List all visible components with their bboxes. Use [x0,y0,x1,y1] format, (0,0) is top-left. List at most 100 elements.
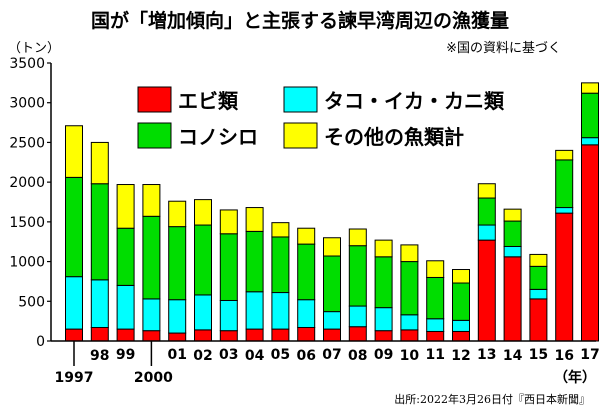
bar-segment [245,230,264,293]
bar-segment [271,236,290,294]
bar-segment [581,82,599,94]
y-tick-label: 500 [18,294,45,310]
bar-segment [400,261,419,316]
bar-segment [374,256,393,309]
y-tick-label: 2000 [9,175,45,191]
bar-segment [65,276,83,330]
bar-segment [142,184,161,217]
bar-segment [452,282,470,321]
x-tick-label: 01 [167,347,186,363]
legend-label: コノシロ [178,125,258,149]
y-tick-label: 2500 [9,135,45,151]
bar-segment [477,224,496,241]
bar-segment [400,244,419,263]
x-tick-label: 02 [193,348,212,364]
bar-segment [271,222,290,238]
bar-segment [323,311,341,330]
bar-segment [168,332,187,342]
bar-segment [65,176,83,278]
bar-segment [529,253,548,267]
y-tick-label: 1500 [9,215,45,231]
bar-segment [271,328,290,342]
legend-swatch [283,122,318,149]
y-tick-label: 3500 [9,56,45,72]
legend-swatch [283,86,318,113]
x-tick-label: 05 [271,347,290,363]
bar-segment [477,239,496,342]
bar-segment [168,226,187,301]
legend-label: エビ類 [178,89,239,113]
y-tick-label: 3000 [9,96,45,112]
bar-segment [142,215,161,300]
bar-segment [503,256,522,342]
bar-segment [452,330,470,342]
bar-segment [271,292,290,330]
x-tick-label: 08 [348,348,367,364]
x-tick-label: 03 [219,347,238,363]
bars-group [65,82,599,342]
bar-segment [503,245,522,258]
bar-segment [503,220,522,247]
bar-segment [426,276,445,320]
bar-segment [116,328,135,342]
x-tick-label: 14 [503,348,523,364]
source-note: 出所:2022年3月26日付『西日本新聞』 [394,392,590,406]
bar-segment [348,228,367,247]
bar-segment [116,284,135,330]
bar-segment [503,208,522,222]
y-tick-label: 1000 [9,255,45,271]
x-tick-label: 07 [322,347,341,363]
bar-segment [65,328,83,342]
x-tick-label: 12 [451,348,470,364]
bar-segment [297,227,316,245]
bar-segment [555,207,574,214]
bar-segment [194,294,212,331]
bar-segment [477,183,496,199]
bar-segment [90,326,109,342]
bar-segment [452,269,470,284]
bar-segment [219,209,238,235]
bar-segment [297,326,316,342]
bar-segment [245,328,264,342]
bar-segment [555,159,574,209]
bar-segment [90,183,109,281]
bar-segment [297,243,316,301]
bar-segment [168,200,187,228]
bar-segment [142,330,161,342]
legend-label: その他の魚類計 [324,125,464,149]
x-tick-label: 1997 [55,370,94,386]
bar-segment [90,141,109,185]
bar-segment [348,305,367,328]
legend-label: タコ・イカ・カニ類 [324,89,505,113]
bar-segment [477,197,496,226]
x-tick-label: 17 [580,347,599,363]
x-tick-label: 10 [400,348,420,364]
x-tick-label: 04 [245,348,265,364]
bar-segment [555,212,574,342]
bar-segment [374,307,393,332]
x-tick-label: 15 [529,347,548,363]
bar-segment [426,318,445,332]
bar-segment [400,329,419,342]
bar-segment [529,298,548,342]
bar-segment [374,239,393,258]
x-tick-label: 06 [296,348,315,364]
x-tick-label: 99 [116,347,135,363]
bar-segment [529,288,548,300]
bar-segment [581,92,599,139]
bar-segment [348,245,367,307]
x-tick-label: 16 [554,348,573,364]
bar-segment [194,224,212,296]
bar-segment [219,299,238,332]
bar-segment [323,328,341,342]
bar-segment [142,298,161,332]
bar-segment [245,291,264,330]
x-axis-ticks: 1997 98 99 2000 01 02 03 04 05 06 07 08 09 10 11 12 13 14… [55,341,600,386]
bar-segment [555,149,574,161]
x-tick-label: 11 [425,347,444,363]
y-axis-unit: （トン） [8,41,60,56]
y-tick-label: 0 [36,334,45,350]
legend-swatch [137,122,172,149]
